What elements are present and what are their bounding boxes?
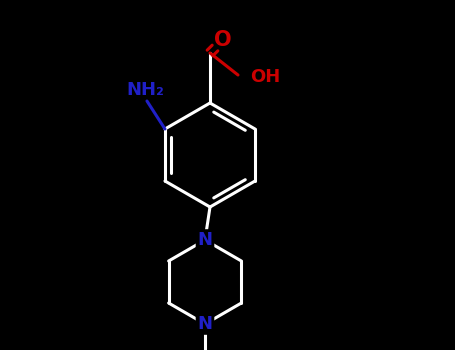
Text: O: O bbox=[214, 30, 232, 50]
Text: N: N bbox=[197, 231, 212, 249]
Text: N: N bbox=[197, 315, 212, 333]
Text: OH: OH bbox=[250, 68, 280, 86]
Text: N: N bbox=[197, 315, 212, 333]
Text: NH₂: NH₂ bbox=[126, 81, 164, 99]
Text: N: N bbox=[197, 231, 212, 249]
